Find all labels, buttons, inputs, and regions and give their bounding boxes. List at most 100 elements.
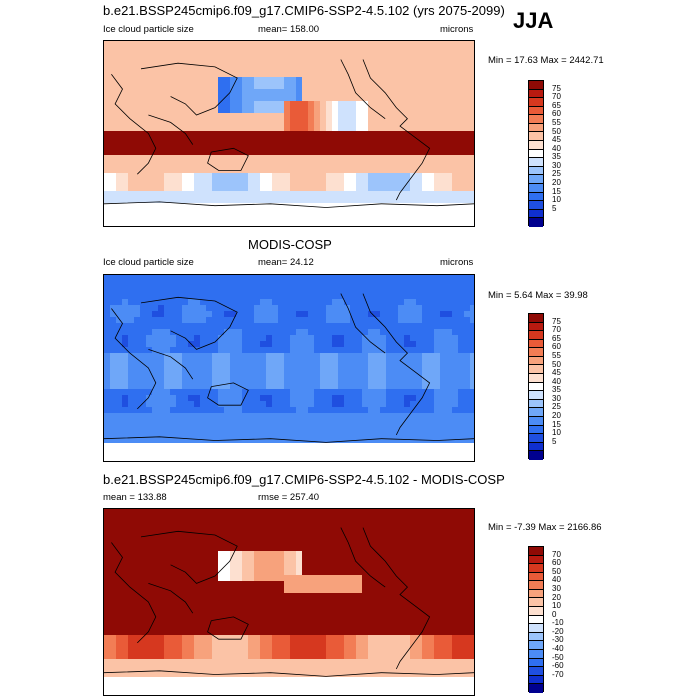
colorbar-tick-label: 40	[552, 376, 561, 386]
colorbar-swatch	[529, 331, 543, 340]
panel-3-mean-label: mean = 133.88	[103, 492, 167, 503]
colorbar-swatch	[529, 175, 543, 184]
colorbar-swatch	[529, 416, 543, 426]
colorbar-swatch	[529, 201, 543, 210]
colorbar-tick-label: 25	[552, 169, 561, 179]
colorbar-swatch	[529, 391, 543, 400]
colorbar-swatch	[529, 209, 543, 219]
colorbar-swatch	[529, 434, 543, 443]
colorbar-tick-label: 10	[552, 428, 561, 438]
colorbar-tick-label: 60	[552, 342, 561, 352]
colorbar-swatch	[529, 632, 543, 642]
colorbar-tick-label: 65	[552, 100, 561, 110]
colorbar-swatch	[529, 675, 543, 685]
colorbar-tick-label: 50	[552, 566, 561, 576]
colorbar-tick-label: 5	[552, 203, 557, 213]
colorbar-swatch	[529, 581, 543, 590]
colorbar-swatch	[529, 615, 543, 625]
colorbar-swatch	[529, 81, 543, 90]
colorbar-tick-label: 20	[552, 592, 561, 602]
colorbar-swatch	[529, 158, 543, 167]
colorbar-swatch	[529, 425, 543, 435]
colorbar-swatch	[529, 356, 543, 366]
colorbar-tick-label: 30	[552, 393, 561, 403]
colorbar-tick-label: 45	[552, 135, 561, 145]
panel-3-range-label: Min = -7.39 Max = 2166.86	[488, 522, 602, 533]
colorbar-tick-label: 60	[552, 109, 561, 119]
panel-3-map	[103, 508, 475, 696]
colorbar-tick-label: 0	[552, 609, 557, 619]
map-field	[104, 509, 474, 695]
colorbar-tick-label: 45	[552, 368, 561, 378]
colorbar-swatch	[529, 624, 543, 633]
colorbar-swatch	[529, 322, 543, 332]
colorbar-tick-label: 15	[552, 186, 561, 196]
colorbar-swatch	[529, 365, 543, 375]
colorbar-swatch	[529, 667, 543, 676]
colorbar-swatch	[529, 399, 543, 409]
colorbar-tick-label: 70	[552, 549, 561, 559]
colorbar-swatch	[529, 649, 543, 659]
colorbar-swatch	[529, 684, 543, 693]
colorbar-tick-label: -10	[552, 618, 564, 628]
colorbar-tick-label: 50	[552, 126, 561, 136]
map-field	[104, 41, 474, 226]
colorbar-tick-label: 55	[552, 117, 561, 127]
colorbar-tick-label: 20	[552, 178, 561, 188]
colorbar-swatch	[529, 183, 543, 193]
colorbar-swatch	[529, 218, 543, 227]
colorbar-tick-label: 75	[552, 83, 561, 93]
map-field	[104, 275, 474, 461]
colorbar-tick-label: 25	[552, 402, 561, 412]
colorbar-tick-label: 55	[552, 350, 561, 360]
colorbar-swatch	[529, 598, 543, 608]
colorbar-swatch	[529, 166, 543, 176]
colorbar-tick-label: 15	[552, 419, 561, 429]
panel-2-title: MODIS-COSP	[248, 237, 332, 252]
colorbar-swatch	[529, 89, 543, 99]
colorbar-swatch	[529, 547, 543, 556]
colorbar-swatch	[529, 589, 543, 599]
colorbar-swatch	[529, 348, 543, 357]
colorbar-tick-label: 35	[552, 385, 561, 395]
season-label: JJA	[513, 8, 554, 33]
colorbar-swatch	[529, 641, 543, 650]
panel-2-variable-label: Ice cloud particle size	[103, 257, 194, 268]
colorbar-tick-label: -20	[552, 626, 564, 636]
colorbar-tick-label: 5	[552, 436, 557, 446]
panel-1-mean-label: mean= 158.00	[258, 24, 320, 35]
panel-1-variable-label: Ice cloud particle size	[103, 24, 194, 35]
colorbar-tick-label: 10	[552, 195, 561, 205]
panel-1-colorbar	[528, 80, 544, 227]
panel-1-title: b.e21.BSSP245cmip6.f09_g17.CMIP6-SSP2-4.…	[103, 3, 505, 18]
panel-1-range-label: Min = 17.63 Max = 2442.71	[488, 55, 604, 66]
panel-2-range-label: Min = 5.64 Max = 39.98	[488, 290, 588, 301]
colorbar-swatch	[529, 658, 543, 668]
colorbar-swatch	[529, 132, 543, 142]
panel-2-mean-label: mean= 24.12	[258, 257, 314, 268]
colorbar-tick-label: 40	[552, 143, 561, 153]
colorbar-tick-label: 30	[552, 583, 561, 593]
colorbar-swatch	[529, 451, 543, 460]
panel-2-colorbar	[528, 313, 544, 460]
colorbar-swatch	[529, 123, 543, 133]
panel-3-rmse-label: rmse = 257.40	[258, 492, 319, 503]
colorbar-swatch	[529, 408, 543, 417]
colorbar-tick-label: 10	[552, 601, 561, 611]
colorbar-tick-label: -60	[552, 661, 564, 671]
colorbar-tick-label: 20	[552, 411, 561, 421]
colorbar-tick-label: -70	[552, 669, 564, 679]
colorbar-tick-label: -50	[552, 652, 564, 662]
colorbar-tick-label: -30	[552, 635, 564, 645]
panel-1-units-label: microns	[440, 24, 474, 35]
colorbar-swatch	[529, 564, 543, 573]
colorbar-swatch	[529, 192, 543, 202]
colorbar-swatch	[529, 106, 543, 116]
colorbar-tick-label: 60	[552, 558, 561, 568]
colorbar-swatch	[529, 149, 543, 159]
panel-3-title: b.e21.BSSP245cmip6.f09_g17.CMIP6-SSP2-4.…	[103, 472, 505, 487]
colorbar-swatch	[529, 442, 543, 452]
colorbar-swatch	[529, 607, 543, 616]
colorbar-swatch	[529, 115, 543, 124]
colorbar-tick-label: 70	[552, 92, 561, 102]
